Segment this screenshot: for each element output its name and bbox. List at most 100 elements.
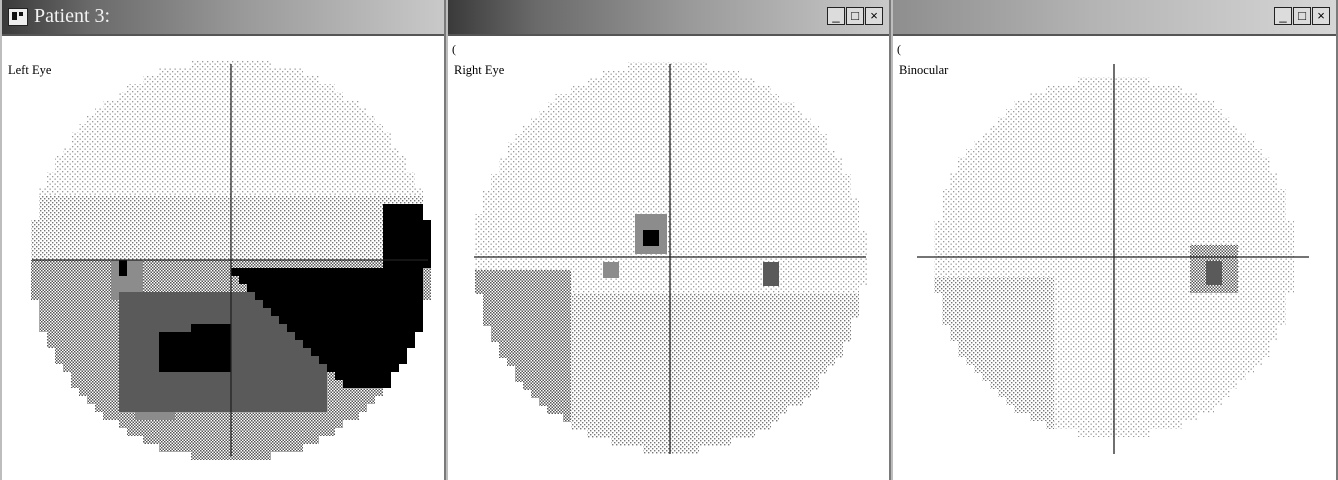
field-cell [595, 86, 603, 94]
field-cell [1270, 277, 1278, 285]
field-cell [71, 332, 79, 340]
field-cell [359, 228, 367, 236]
field-cell [1150, 101, 1158, 109]
field-cell [715, 182, 723, 190]
field-cell [167, 276, 175, 284]
title-bar[interactable]: Patient 3: [2, 0, 444, 36]
field-cell [611, 310, 619, 318]
field-cell [271, 108, 279, 116]
field-cell [231, 276, 239, 284]
field-cell [1198, 245, 1206, 253]
field-cell [207, 244, 215, 252]
field-cell [523, 214, 531, 222]
maximize-button[interactable]: □ [1293, 7, 1311, 25]
field-cell [571, 134, 579, 142]
field-cell [763, 414, 771, 422]
field-cell [303, 140, 311, 148]
field-cell [803, 134, 811, 142]
field-cell [707, 358, 715, 366]
field-cell [247, 196, 255, 204]
field-cell [255, 60, 263, 68]
field-cell [271, 284, 279, 292]
field-cell [327, 260, 335, 268]
field-cell [295, 380, 303, 388]
field-cell [1150, 261, 1158, 269]
field-cell [71, 188, 79, 196]
field-cell [587, 134, 595, 142]
minimize-button[interactable]: _ [1274, 7, 1292, 25]
field-cell [199, 300, 207, 308]
field-cell [675, 174, 683, 182]
field-cell [1214, 165, 1222, 173]
field-cell [255, 372, 263, 380]
field-cell [199, 196, 207, 204]
field-cell [103, 380, 111, 388]
field-cell [271, 332, 279, 340]
field-cell [675, 374, 683, 382]
field-cell [571, 94, 579, 102]
field-cell [303, 436, 311, 444]
field-cell [359, 180, 367, 188]
field-cell [539, 294, 547, 302]
field-cell [63, 292, 71, 300]
field-cell [303, 132, 311, 140]
field-cell [39, 236, 47, 244]
field-cell [643, 374, 651, 382]
field-cell [611, 366, 619, 374]
field-cell [159, 332, 167, 340]
field-cell [579, 246, 587, 254]
field-cell [1102, 181, 1110, 189]
title-bar-middle[interactable]: _ □ × [448, 0, 889, 36]
field-cell [1270, 285, 1278, 293]
field-cell [135, 244, 143, 252]
field-cell [1006, 213, 1014, 221]
field-cell [159, 140, 167, 148]
field-cell [151, 252, 159, 260]
field-cell [311, 388, 319, 396]
field-cell [723, 150, 731, 158]
field-cell [555, 390, 563, 398]
field-cell [1206, 189, 1214, 197]
field-cell [627, 198, 635, 206]
field-cell [619, 430, 627, 438]
field-cell [391, 332, 399, 340]
field-cell [1182, 165, 1190, 173]
field-cell [619, 246, 627, 254]
field-cell [1206, 221, 1214, 229]
field-cell [1078, 149, 1086, 157]
field-cell [755, 278, 763, 286]
field-cell [95, 404, 103, 412]
field-cell [982, 293, 990, 301]
field-cell [55, 204, 63, 212]
field-cell [335, 276, 343, 284]
field-cell [399, 348, 407, 356]
field-cell [998, 245, 1006, 253]
title-bar-right[interactable]: _ □ × [893, 0, 1336, 36]
close-button[interactable]: × [865, 7, 883, 25]
field-cell [167, 228, 175, 236]
field-cell [359, 252, 367, 260]
field-cell [571, 310, 579, 318]
field-cell [71, 276, 79, 284]
field-cell [715, 326, 723, 334]
field-cell [311, 76, 319, 84]
maximize-button[interactable]: □ [846, 7, 864, 25]
field-cell [843, 246, 851, 254]
field-cell [1214, 285, 1222, 293]
field-cell [563, 358, 571, 366]
field-cell [175, 220, 183, 228]
close-button[interactable]: × [1312, 7, 1330, 25]
field-cell [851, 302, 859, 310]
field-cell [263, 436, 271, 444]
field-cell [143, 268, 151, 276]
field-cell [1086, 285, 1094, 293]
field-cell [367, 236, 375, 244]
field-cell [1070, 229, 1078, 237]
field-cell [351, 164, 359, 172]
field-cell [239, 308, 247, 316]
field-cell [247, 220, 255, 228]
field-cell [111, 324, 119, 332]
minimize-button[interactable]: _ [827, 7, 845, 25]
app-icon[interactable] [8, 8, 28, 26]
field-cell [547, 294, 555, 302]
